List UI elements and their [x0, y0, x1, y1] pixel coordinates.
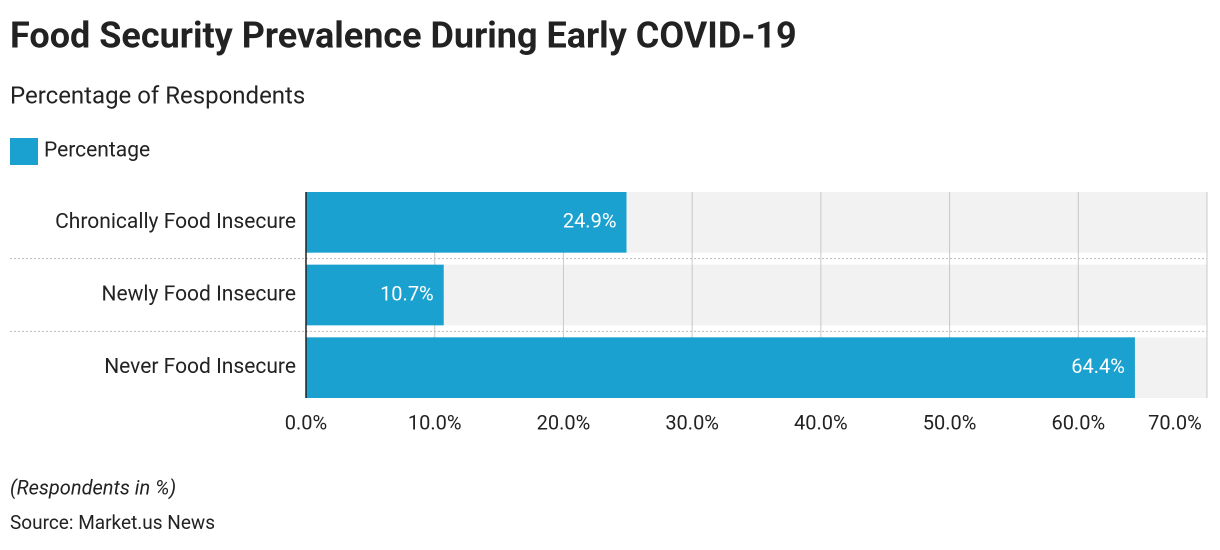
chart-title: Food Security Prevalence During Early CO…: [10, 15, 797, 57]
x-tick-label: 40.0%: [794, 410, 848, 434]
source: Source: Market.us News: [10, 511, 215, 534]
x-tick-label: 70.0%: [1148, 410, 1202, 434]
x-tick-label: 20.0%: [537, 410, 591, 434]
bar: [306, 337, 1135, 398]
y-tick-label: Newly Food Insecure: [102, 283, 296, 307]
chart-subtitle: Percentage of Respondents: [10, 81, 305, 109]
x-tick-label: 60.0%: [1051, 410, 1105, 434]
bar: [306, 264, 444, 326]
legend-label: Percentage: [44, 139, 150, 163]
bar: [306, 192, 627, 253]
legend-swatch: [10, 138, 38, 165]
x-tick-label: 50.0%: [923, 410, 977, 434]
x-tick-label: 0.0%: [285, 410, 327, 434]
y-tick-label: Never Food Insecure: [104, 355, 296, 379]
x-tick-label: 30.0%: [665, 410, 719, 434]
value-label: 64.4%: [1071, 354, 1125, 378]
x-tick-label: 10.0%: [408, 410, 462, 434]
note: (Respondents in %): [10, 475, 176, 499]
y-tick-label: Chronically Food Insecure: [55, 210, 296, 234]
value-label: 24.9%: [563, 209, 617, 233]
value-label: 10.7%: [380, 281, 434, 305]
band-background: [306, 264, 1207, 326]
